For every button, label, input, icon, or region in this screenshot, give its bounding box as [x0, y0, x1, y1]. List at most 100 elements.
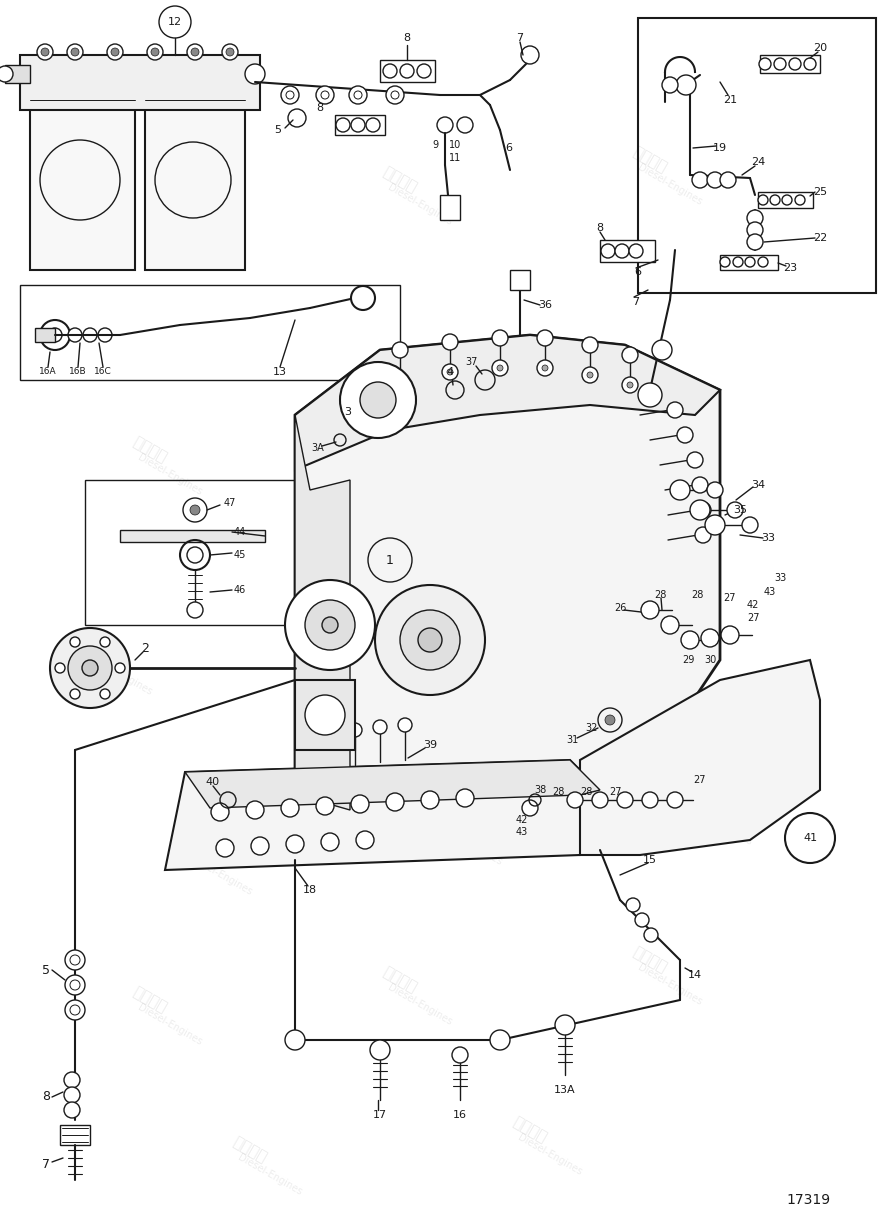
Circle shape [759, 57, 771, 70]
Text: Diesel-Engines: Diesel-Engines [386, 182, 454, 227]
Text: 紫发动力: 紫发动力 [360, 414, 400, 446]
Circle shape [392, 342, 408, 358]
Text: 16C: 16C [94, 368, 112, 376]
Circle shape [285, 580, 375, 670]
Text: 2: 2 [141, 642, 149, 655]
Circle shape [707, 481, 723, 499]
Circle shape [340, 362, 416, 437]
Bar [35, 327, 55, 342]
Circle shape [245, 64, 265, 84]
Circle shape [397, 378, 403, 382]
Text: 42: 42 [516, 815, 528, 825]
Text: Diesel-Engines: Diesel-Engines [136, 452, 204, 497]
Text: 22: 22 [813, 233, 827, 243]
Bar [380, 60, 435, 82]
Circle shape [652, 340, 672, 360]
Circle shape [662, 77, 678, 93]
Circle shape [692, 172, 708, 188]
Text: 紫发动力: 紫发动力 [330, 654, 369, 686]
Text: 21: 21 [723, 95, 737, 105]
Text: Diesel-Engines: Diesel-Engines [606, 402, 674, 447]
Circle shape [537, 360, 553, 376]
Circle shape [638, 382, 662, 407]
Circle shape [400, 610, 460, 670]
Circle shape [351, 796, 369, 813]
Text: 紫发动力: 紫发动力 [580, 634, 619, 666]
Text: 4: 4 [447, 367, 454, 378]
Text: 43: 43 [764, 587, 776, 598]
Circle shape [627, 382, 633, 389]
Circle shape [70, 637, 80, 646]
Text: 3: 3 [344, 407, 352, 417]
Text: 39: 39 [423, 741, 437, 750]
Circle shape [82, 660, 98, 676]
Circle shape [398, 719, 412, 732]
Circle shape [701, 629, 719, 646]
Text: Diesel-Engines: Diesel-Engines [166, 203, 234, 247]
Circle shape [356, 831, 374, 849]
Polygon shape [295, 335, 720, 796]
Text: 紫发动力: 紫发动力 [431, 804, 470, 836]
Circle shape [366, 119, 380, 132]
Text: Diesel-Engines: Diesel-Engines [236, 1152, 303, 1198]
Circle shape [695, 527, 711, 543]
Circle shape [370, 1040, 390, 1059]
Circle shape [305, 600, 355, 650]
Text: 28: 28 [654, 590, 667, 600]
Text: 28: 28 [691, 590, 703, 600]
Text: 28: 28 [579, 787, 592, 797]
Circle shape [151, 48, 159, 56]
Circle shape [804, 57, 816, 70]
Text: 7: 7 [633, 297, 640, 307]
Text: Diesel-Engines: Diesel-Engines [336, 672, 404, 717]
Circle shape [582, 367, 598, 382]
Text: 5: 5 [274, 125, 281, 134]
Text: 37: 37 [465, 357, 478, 367]
Polygon shape [185, 760, 600, 808]
Circle shape [582, 337, 598, 353]
Text: 紫发动力: 紫发动力 [511, 1114, 549, 1145]
Text: 38: 38 [534, 785, 546, 796]
Circle shape [281, 799, 299, 818]
Circle shape [601, 244, 615, 258]
Text: 紫发动力: 紫发动力 [681, 785, 719, 815]
Bar [720, 255, 778, 270]
Polygon shape [120, 530, 265, 543]
Circle shape [555, 1015, 575, 1035]
Text: 6: 6 [505, 143, 512, 153]
Circle shape [187, 44, 203, 60]
Circle shape [0, 66, 13, 82]
Text: 19: 19 [713, 143, 727, 153]
Circle shape [690, 500, 710, 521]
Text: 12: 12 [168, 17, 182, 27]
Circle shape [642, 792, 658, 808]
Text: 紫发动力: 紫发动力 [181, 835, 220, 865]
Circle shape [747, 210, 763, 226]
Text: 44: 44 [234, 527, 247, 536]
Text: 11: 11 [449, 153, 461, 163]
Circle shape [187, 602, 203, 618]
Circle shape [375, 585, 485, 695]
Text: 23: 23 [783, 263, 797, 273]
Circle shape [727, 502, 743, 518]
Circle shape [670, 480, 690, 500]
Circle shape [281, 86, 299, 104]
Circle shape [720, 172, 736, 188]
Circle shape [721, 626, 739, 644]
Circle shape [667, 402, 683, 418]
Text: 20: 20 [813, 43, 827, 53]
Circle shape [522, 800, 538, 816]
Circle shape [285, 1030, 305, 1050]
Circle shape [316, 797, 334, 815]
Polygon shape [295, 335, 720, 470]
Text: 紫发动力: 紫发动力 [160, 185, 199, 215]
Text: 17: 17 [373, 1110, 387, 1121]
Bar [5, 65, 30, 83]
Text: 28: 28 [552, 787, 564, 797]
Bar [335, 115, 385, 134]
Circle shape [392, 371, 408, 389]
Circle shape [677, 426, 693, 444]
Bar [440, 196, 460, 220]
Circle shape [55, 664, 65, 673]
Circle shape [742, 517, 758, 533]
